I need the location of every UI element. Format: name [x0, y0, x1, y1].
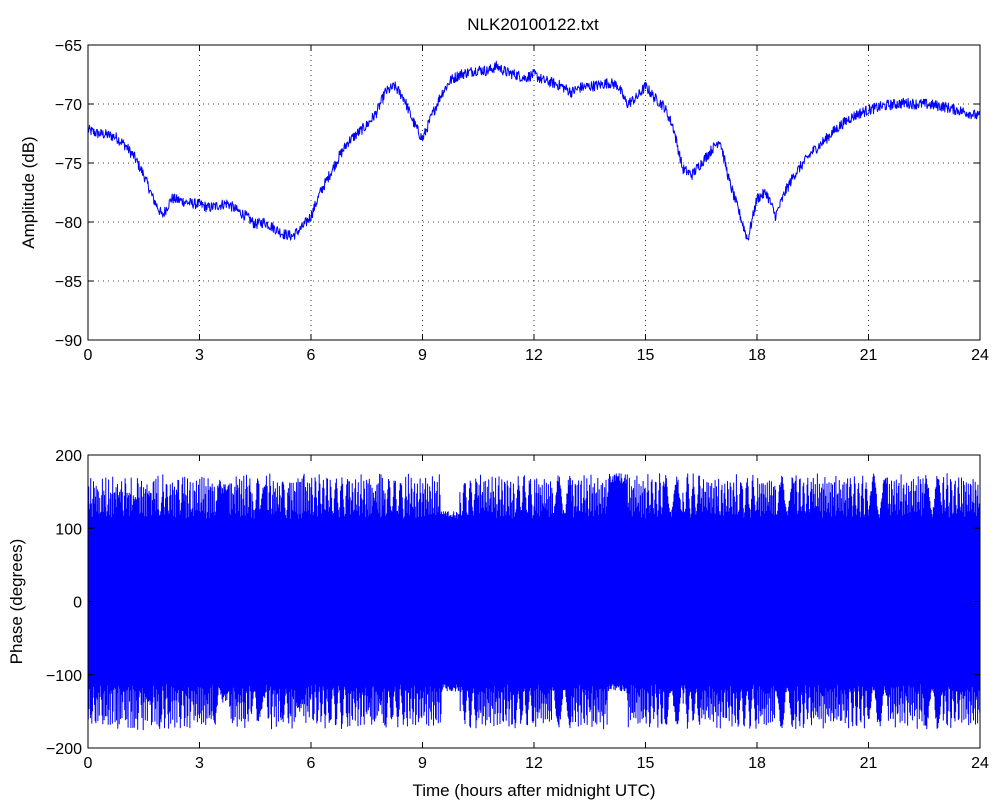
phase-series-line — [87, 473, 981, 731]
phase-x-axis-title: Time (hours after midnight UTC) — [412, 781, 655, 800]
amplitude-x-tick-label: 3 — [195, 347, 204, 364]
phase-x-tick-label: 18 — [748, 755, 766, 772]
phase-y-tick-label: 0 — [73, 595, 82, 612]
amplitude-series-line — [87, 60, 981, 241]
amplitude-x-tick-label: 6 — [307, 347, 316, 364]
amplitude-x-tick-label: 24 — [971, 347, 989, 364]
plot-title: NLK20100122.txt — [467, 15, 599, 34]
phase-x-tick-label: 0 — [84, 755, 93, 772]
amplitude-x-tick-label: 9 — [418, 347, 427, 364]
amplitude-x-tick-label: 15 — [637, 347, 655, 364]
amplitude-y-axis-title: Amplitude (dB) — [19, 136, 38, 248]
amplitude-x-tick-label: 12 — [525, 347, 543, 364]
amplitude-panel: 0 3 6 9 12 15 18 21 24 −90 −85 −80 −75 −70 −65 Amplitud… — [19, 38, 989, 364]
amplitude-y-tick-label: −75 — [55, 156, 82, 173]
phase-x-tick-label: 9 — [418, 755, 427, 772]
phase-y-tick-label: 100 — [55, 521, 82, 538]
phase-y-tick-label: −100 — [46, 668, 82, 685]
phase-x-tick-label: 21 — [860, 755, 878, 772]
amplitude-y-tick-label: −85 — [55, 274, 82, 291]
phase-x-tick-label: 12 — [525, 755, 543, 772]
phase-x-tick-label: 24 — [971, 755, 989, 772]
phase-x-tick-label: 3 — [195, 755, 204, 772]
phase-panel: 0 3 6 9 12 15 18 21 24 −200 −100 0 100 200 Phase (degr… — [7, 448, 989, 800]
phase-y-tick-label: −200 — [46, 741, 82, 758]
amplitude-x-tick-label: 18 — [748, 347, 766, 364]
phase-x-tick-label: 6 — [307, 755, 316, 772]
phase-y-axis-title: Phase (degrees) — [7, 539, 26, 665]
amplitude-y-tick-label: −65 — [55, 38, 82, 55]
amplitude-x-tick-label: 21 — [860, 347, 878, 364]
amplitude-y-tick-label: −80 — [55, 215, 82, 232]
phase-y-tick-label: 200 — [55, 448, 82, 465]
amplitude-y-tick-label: −70 — [55, 97, 82, 114]
amplitude-y-tick-label: −90 — [55, 333, 82, 350]
phase-x-tick-label: 15 — [637, 755, 655, 772]
amplitude-x-tick-label: 0 — [84, 347, 93, 364]
